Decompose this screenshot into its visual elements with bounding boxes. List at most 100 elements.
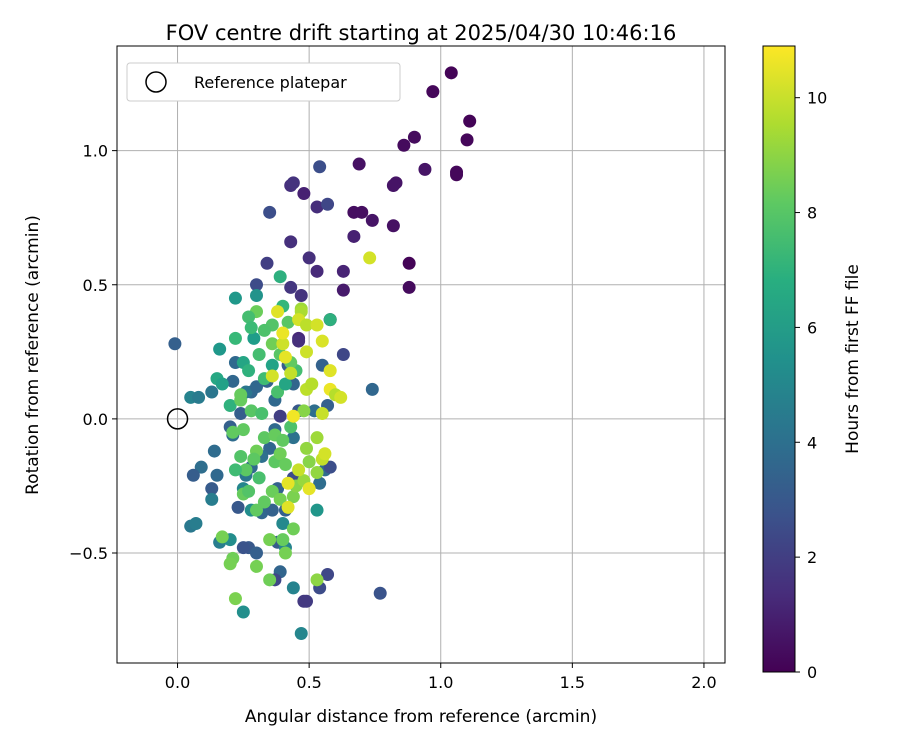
chart-title: FOV centre drift starting at 2025/04/30 … <box>166 21 677 45</box>
scatter-point <box>273 492 287 506</box>
scatter-point <box>300 345 314 359</box>
scatter-point <box>236 541 250 555</box>
scatter-point <box>444 66 458 80</box>
scatter-point <box>263 205 277 219</box>
legend-reference-marker <box>145 71 167 93</box>
scatter-point <box>463 114 477 128</box>
y-gridlines <box>117 150 725 554</box>
scatter-point <box>215 530 229 544</box>
scatter-point <box>263 533 277 547</box>
scatter-point <box>323 460 337 474</box>
scatter-point <box>450 168 464 182</box>
plot-frame-bg <box>117 46 725 663</box>
scatter-point <box>239 463 253 477</box>
scatter-point <box>284 366 298 380</box>
scatter-point <box>276 433 290 447</box>
scatter-point <box>276 326 290 340</box>
y-tick-label: 1.0 <box>83 142 108 161</box>
scatter-point <box>210 468 224 482</box>
x-tick-label: 0.0 <box>165 673 190 692</box>
scatter-point <box>263 573 277 587</box>
scatter-point <box>228 463 242 477</box>
x-tick-label: 1.0 <box>428 673 453 692</box>
scatter-point <box>281 315 295 329</box>
scatter-point <box>352 157 366 171</box>
scatter-point <box>278 377 292 391</box>
scatter-point <box>249 503 263 517</box>
scatter-point <box>294 626 308 640</box>
plot-frame <box>116 45 726 664</box>
scatter-point <box>281 476 295 490</box>
scatter-point <box>192 390 206 404</box>
scatter-point <box>386 178 400 192</box>
scatter-point <box>347 229 361 243</box>
scatter-point <box>313 476 327 490</box>
reference-platepar-marker <box>166 408 189 430</box>
scatter-point <box>252 471 266 485</box>
scatter-point <box>244 404 258 418</box>
colorbar-tick-label: 10 <box>807 89 827 108</box>
scatter-point <box>300 318 314 332</box>
scatter-point <box>265 503 279 517</box>
scatter-point <box>242 310 256 324</box>
scatter-point <box>271 385 285 399</box>
x-axis-label: Angular distance from reference (arcmin) <box>245 707 597 727</box>
scatter-point <box>323 313 337 327</box>
legend-reference-label: Reference platepar <box>194 73 347 92</box>
scatter-point <box>334 390 348 404</box>
scatter-point <box>286 176 300 190</box>
scatter-point <box>273 409 287 423</box>
scatter-point <box>234 449 248 463</box>
scatter-point <box>273 270 287 284</box>
scatter-point <box>276 517 290 531</box>
scatter-point <box>305 377 319 391</box>
scatter-point <box>252 348 266 361</box>
scatter-point <box>226 374 240 388</box>
scatter-point <box>313 160 327 174</box>
colorbar-tick-label: 2 <box>807 548 817 567</box>
scatter-point <box>373 586 387 600</box>
colorbar-tick-label: 0 <box>807 663 817 682</box>
x-gridlines <box>177 46 705 663</box>
scatter-point <box>460 133 474 147</box>
scatter-point <box>194 460 208 474</box>
scatter-point <box>249 380 263 394</box>
scatter-point <box>249 288 263 302</box>
scatter-point <box>402 256 416 270</box>
scatter-point <box>294 288 308 302</box>
scatter-point <box>407 130 421 144</box>
colorbar-tick-label: 8 <box>807 204 817 223</box>
y-tick-label: −0.5 <box>69 544 108 563</box>
colorbar-tick-label: 4 <box>807 433 817 452</box>
x-tick-label: 1.5 <box>560 673 585 692</box>
colorbar: 0 2 4 6 8 10 Hours from first FF file <box>762 45 863 682</box>
scatter-point <box>228 291 242 305</box>
scatter-point <box>286 522 300 536</box>
scatter-point <box>265 369 279 383</box>
scatter-point <box>418 162 432 176</box>
y-axis-label: Rotation from reference (arcmin) <box>23 215 43 495</box>
scatter-point <box>310 431 324 445</box>
scatter-point <box>231 500 245 514</box>
scatter-point <box>292 334 306 348</box>
scatter-point <box>284 235 298 249</box>
scatter-point <box>265 484 279 498</box>
scatter-point <box>255 407 269 421</box>
scatter-point <box>242 484 256 498</box>
scatter-point <box>321 567 335 581</box>
scatter-point <box>310 318 324 332</box>
scatter-point <box>273 447 287 461</box>
plot-area <box>116 45 726 664</box>
scatter-point <box>168 337 182 351</box>
scatter-points <box>168 66 477 640</box>
scatter-point <box>247 331 261 345</box>
scatter-point <box>278 546 292 560</box>
legend: Reference platepar <box>126 62 401 102</box>
scatter-point <box>355 205 369 219</box>
scatter-point <box>226 425 240 439</box>
legend-box <box>126 62 401 102</box>
scatter-point <box>315 407 329 421</box>
scatter-point <box>215 377 229 391</box>
scatter-point <box>286 409 300 423</box>
